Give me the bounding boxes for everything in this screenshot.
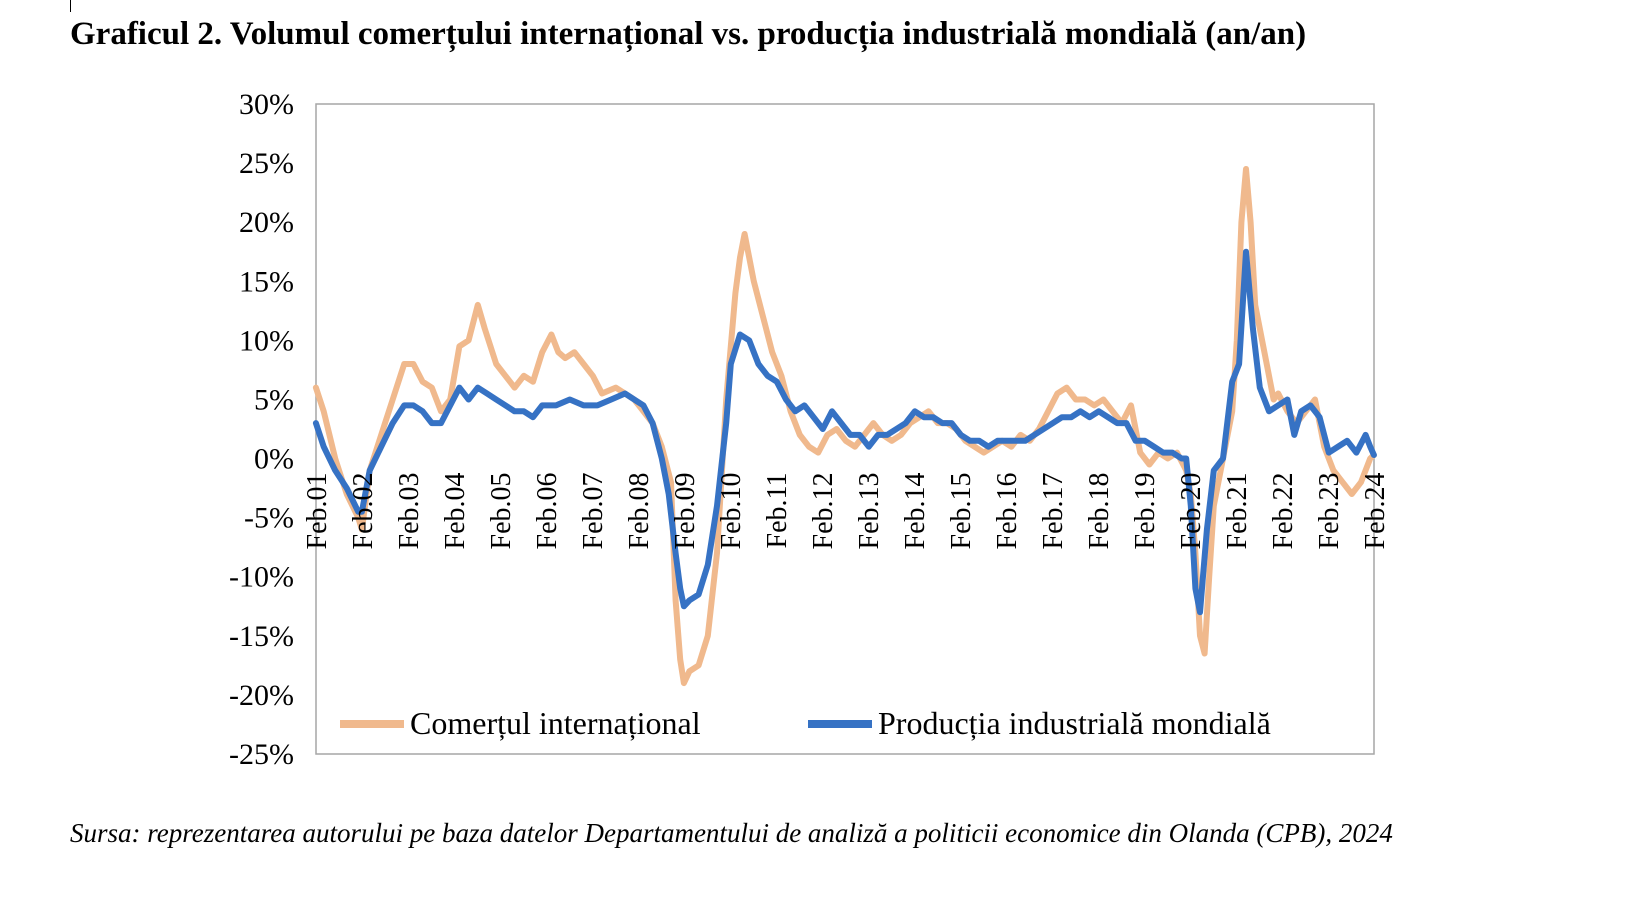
- y-tick-label: 30%: [239, 88, 294, 121]
- series-lines: [312, 166, 1377, 687]
- series-line-productie: [312, 248, 1377, 616]
- y-tick-label: 0%: [254, 443, 294, 476]
- x-tick-label: Feb.02: [348, 473, 379, 550]
- x-tick-label: Feb.07: [578, 473, 609, 550]
- y-tick-label: 5%: [254, 383, 294, 416]
- y-tick-label: -25%: [229, 738, 294, 771]
- y-tick-label: -20%: [229, 679, 294, 712]
- x-tick-label: Feb.23: [1314, 473, 1345, 550]
- x-tick-label: Feb.19: [1130, 473, 1161, 550]
- x-tick-label: Feb.21: [1222, 473, 1253, 550]
- x-tick-label: Feb.15: [946, 473, 977, 550]
- y-tick-label: -10%: [229, 561, 294, 594]
- y-tick-label: 10%: [239, 324, 294, 357]
- x-tick-label: Feb.14: [900, 473, 931, 550]
- chart-title: Graficul 2. Volumul comerțului internați…: [70, 16, 1307, 52]
- y-tick-label: -5%: [244, 502, 294, 535]
- x-tick-label: Feb.04: [440, 473, 471, 550]
- legend: Comerțul internațional Producția industr…: [340, 705, 1271, 741]
- text-cursor-mark: [70, 0, 71, 12]
- x-tick-label: Feb.06: [532, 473, 563, 550]
- x-tick-label: Feb.13: [854, 473, 885, 550]
- x-tick-label: Feb.17: [1038, 473, 1069, 550]
- series-line-comert: [312, 166, 1377, 687]
- x-tick-label: Feb.03: [394, 473, 425, 550]
- y-axis-ticks: 30% 25% 20% 15% 10% 5% 0% -5% -10% -15% -20% -25%: [229, 88, 294, 771]
- x-tick-label: Feb.05: [486, 473, 517, 550]
- x-tick-label: Feb.18: [1084, 473, 1115, 550]
- x-tick-label: Feb.24: [1360, 473, 1391, 550]
- x-tick-label: Feb.20: [1176, 473, 1207, 550]
- x-tick-label: Feb.16: [992, 473, 1023, 550]
- x-tick-label: Feb.09: [670, 473, 701, 550]
- x-tick-label: Feb.22: [1268, 473, 1299, 550]
- x-tick-label: Feb.10: [716, 473, 747, 550]
- legend-label-comert: Comerțul internațional: [410, 705, 701, 741]
- x-tick-label: Feb.11: [762, 473, 793, 549]
- chart: 30% 25% 20% 15% 10% 5% 0% -5% -10% -15% -20% -25% F…: [229, 88, 1391, 771]
- x-tick-label: Feb.01: [302, 473, 333, 550]
- y-tick-label: 25%: [239, 147, 294, 180]
- legend-label-productie: Producția industrială mondială: [878, 705, 1271, 741]
- y-tick-label: 20%: [239, 206, 294, 239]
- x-axis-ticks: Feb.01 Feb.02 Feb.03 Feb.04 Feb.05 Feb.06 Feb.…: [302, 473, 1391, 550]
- y-tick-label: -15%: [229, 620, 294, 653]
- x-tick-label: Feb.08: [624, 473, 655, 550]
- source-note: Sursa: reprezentarea autorului pe baza d…: [70, 818, 1393, 848]
- x-tick-label: Feb.12: [808, 473, 839, 550]
- y-tick-label: 15%: [239, 265, 294, 298]
